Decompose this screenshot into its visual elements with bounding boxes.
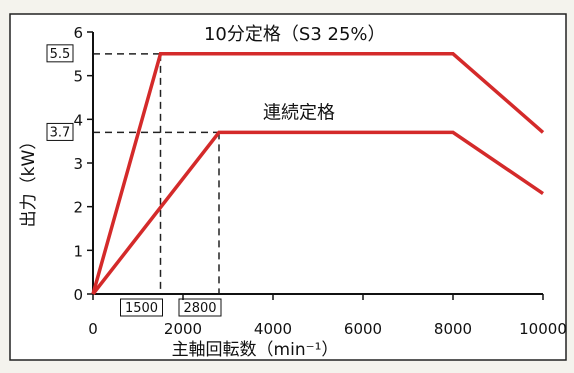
- ticks: 0 1 2 3 4 5 6 0 2000 4000 6000 8000 10000: [73, 24, 566, 338]
- x-tick-label: 6000: [344, 320, 382, 338]
- reference-label-box: [120, 298, 163, 317]
- y-tick-label: 2: [73, 199, 83, 217]
- x-tick-label: 8000: [434, 320, 472, 338]
- y-tick-label: 1: [73, 242, 83, 260]
- reference-label-y: 3.7: [50, 125, 71, 140]
- y-tick-label: 3: [73, 155, 83, 173]
- reference-label-y: 5.5: [50, 47, 71, 62]
- y-axis-title: 出力（kW）: [19, 133, 39, 228]
- series-label-2: 連続定格: [263, 102, 335, 123]
- y-tick-label: 6: [73, 24, 83, 42]
- reference-label-box: [46, 44, 74, 63]
- x-tick-label: 2000: [164, 320, 202, 338]
- y-tick-label: 5: [73, 68, 83, 86]
- reference-label-box: [46, 122, 74, 141]
- reference-label-x: 2800: [183, 301, 216, 316]
- y-tick-label: 4: [73, 111, 83, 129]
- reference-label-x: 1500: [125, 301, 158, 316]
- labels: 10分定格（S3 25%） 連続定格: [204, 24, 386, 124]
- series-lines: [91, 52, 545, 296]
- y-tick-label: 0: [73, 286, 83, 304]
- series-line-2: [91, 130, 544, 296]
- x-tick-label: 0: [88, 320, 98, 338]
- series-label-1: 10分定格（S3 25%）: [204, 24, 386, 45]
- reference-lines: 5.5 3.7 1500 2800: [46, 44, 222, 317]
- x-tick-label: 4000: [254, 320, 292, 338]
- series-line-1: [91, 52, 545, 295]
- x-axis-title: 主軸回転数（min⁻¹）: [172, 340, 339, 360]
- reference-label-box: [178, 298, 222, 317]
- x-tick-label: 10000: [519, 320, 567, 338]
